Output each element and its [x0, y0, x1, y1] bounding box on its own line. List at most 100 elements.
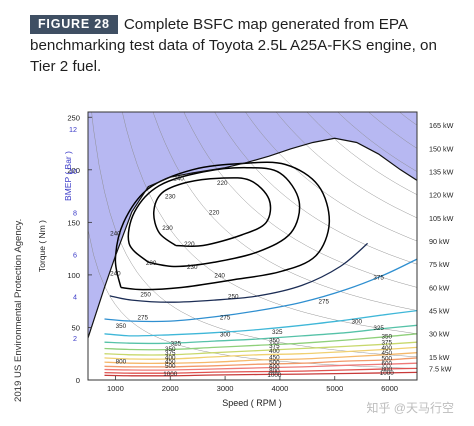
bsfc-contour-600	[104, 362, 417, 371]
bsfc-contour-220	[152, 177, 272, 247]
power-line-label: 75 kW	[429, 260, 450, 269]
contour-label: 800	[382, 366, 393, 373]
contour-label: 250	[228, 293, 239, 300]
y-tick-label: 200	[67, 166, 80, 175]
contour-label: 600	[269, 364, 280, 371]
y-ticks: 0 50 100 150 200 250	[67, 113, 92, 385]
contour-label: 250	[140, 291, 151, 298]
contour-label: 375	[165, 350, 176, 357]
y-tick-label: 100	[67, 271, 80, 280]
bsfc-contour-300	[104, 309, 417, 337]
contour-label: 230	[162, 225, 173, 232]
power-lines	[88, 112, 417, 369]
figure-caption-block: FIGURE 28 Complete BSFC map generated fro…	[30, 14, 466, 77]
bsfc-contour-240	[114, 161, 331, 291]
bsfc-contour-275	[104, 258, 417, 323]
contour-label: 1000	[380, 370, 395, 377]
contour-label: 240	[110, 270, 121, 277]
contour-label: 800	[269, 368, 280, 375]
x-tick-label: 3000	[217, 384, 234, 393]
contour-label: 400	[382, 345, 393, 352]
power-line	[88, 229, 417, 369]
x-tick-label: 1000	[107, 384, 124, 393]
contour-label: 450	[269, 354, 280, 361]
contour-label: 275	[138, 314, 149, 321]
contour-label: 325	[272, 329, 283, 336]
y-axis-label-torque: Torque ( Nm )	[37, 220, 47, 272]
power-line-label: 165 kW	[429, 121, 454, 130]
credit-line: 2019 US Environmental Protection Agency.	[13, 219, 24, 402]
contour-label: 500	[382, 355, 393, 362]
figure-badge: FIGURE 28	[30, 15, 118, 34]
bsfc-contour-375	[104, 341, 417, 356]
bmep-tick-label: 2	[73, 334, 77, 343]
x-tick-label: 2000	[162, 384, 179, 393]
contour-label: 375	[269, 343, 280, 350]
contour-label: 800	[116, 359, 127, 366]
plot-frame	[87, 111, 418, 381]
contour-label: 275	[220, 314, 231, 321]
contour-label: 400	[269, 348, 280, 355]
bsfc-contour-800	[104, 367, 417, 374]
contour-label: 240	[214, 272, 225, 279]
power-line-label: 45 kW	[429, 307, 450, 316]
bmep-ticks: 2 4 6 8 10 12	[69, 125, 77, 343]
power-line-labels: 165 kW 150 kW 135 kW 120 kW 105 kW 90 kW 75 kW…	[429, 121, 454, 373]
contour-label: 350	[165, 346, 176, 353]
axes: 165 kW 150 kW 135 kW 120 kW 105 kW 90 kW 75 kW…	[67, 113, 453, 393]
contour-label: 350	[382, 333, 393, 340]
power-line	[399, 112, 417, 126]
bsfc-contour-230	[127, 166, 301, 268]
y-tick-label: 150	[67, 218, 80, 227]
x-tick-label: 6000	[381, 384, 398, 393]
bmep-tick-label: 8	[73, 209, 77, 218]
y-tick-label: 250	[67, 113, 80, 122]
infeasible-region	[88, 112, 417, 338]
bmep-tick-label: 12	[69, 125, 77, 134]
contour-label: 325	[170, 341, 181, 348]
contour-label: 450	[382, 350, 393, 357]
contour-label: 500	[269, 360, 280, 367]
contour-label: 240	[110, 230, 121, 237]
y-tick-label: 0	[76, 376, 80, 385]
power-line-label: 150 kW	[429, 144, 454, 153]
contour-label: 275	[319, 299, 330, 306]
bsfc-contour-350	[104, 333, 417, 351]
y-tick-label: 50	[72, 323, 80, 332]
contour-label: 230	[146, 260, 157, 267]
contour-label: 600	[382, 361, 393, 368]
power-line-label: 90 kW	[429, 237, 450, 246]
power-line	[152, 112, 417, 311]
contour-label: 450	[165, 359, 176, 366]
contour-label: 1000	[163, 371, 178, 378]
contour-label: 240	[173, 176, 184, 183]
contour-label: 230	[165, 194, 176, 201]
power-line-label: 7.5 kW	[429, 364, 452, 373]
power-line-label: 120 kW	[429, 191, 454, 200]
contour-label: 350	[269, 338, 280, 345]
power-line	[306, 112, 417, 195]
x-tick-label: 5000	[326, 384, 343, 393]
bsfc-contour-400	[104, 346, 417, 360]
bsfc-contour-1000	[104, 371, 417, 377]
contour-label: 375	[373, 275, 384, 282]
contour-label: 375	[382, 340, 393, 347]
bsfc-contour-500	[104, 357, 417, 368]
power-line	[245, 112, 417, 242]
bmep-tick-label: 6	[73, 251, 77, 260]
power-line-label: 15 kW	[429, 353, 450, 362]
power-line	[183, 112, 417, 288]
plot-area: 240 230 220 230 240 220 220 230 230 240 240 250 250 2…	[88, 112, 417, 380]
bsfc-contour-450	[104, 352, 417, 364]
contour-label: 1000	[267, 372, 282, 379]
power-line-label: 30 kW	[429, 330, 450, 339]
credit-text: 2019 US Environmental Protection Agency.	[13, 219, 24, 402]
contour-labels: 240 230 220 230 240 220 220 230 230 240 240 250 250 2…	[110, 176, 394, 380]
bsfc-contour-250	[109, 242, 369, 303]
contour-label: 220	[217, 180, 228, 187]
x-tick-label: 4000	[271, 384, 288, 393]
contour-label: 220	[209, 209, 220, 216]
contour-label: 300	[220, 331, 231, 338]
bsfc-contour-325	[104, 324, 417, 345]
